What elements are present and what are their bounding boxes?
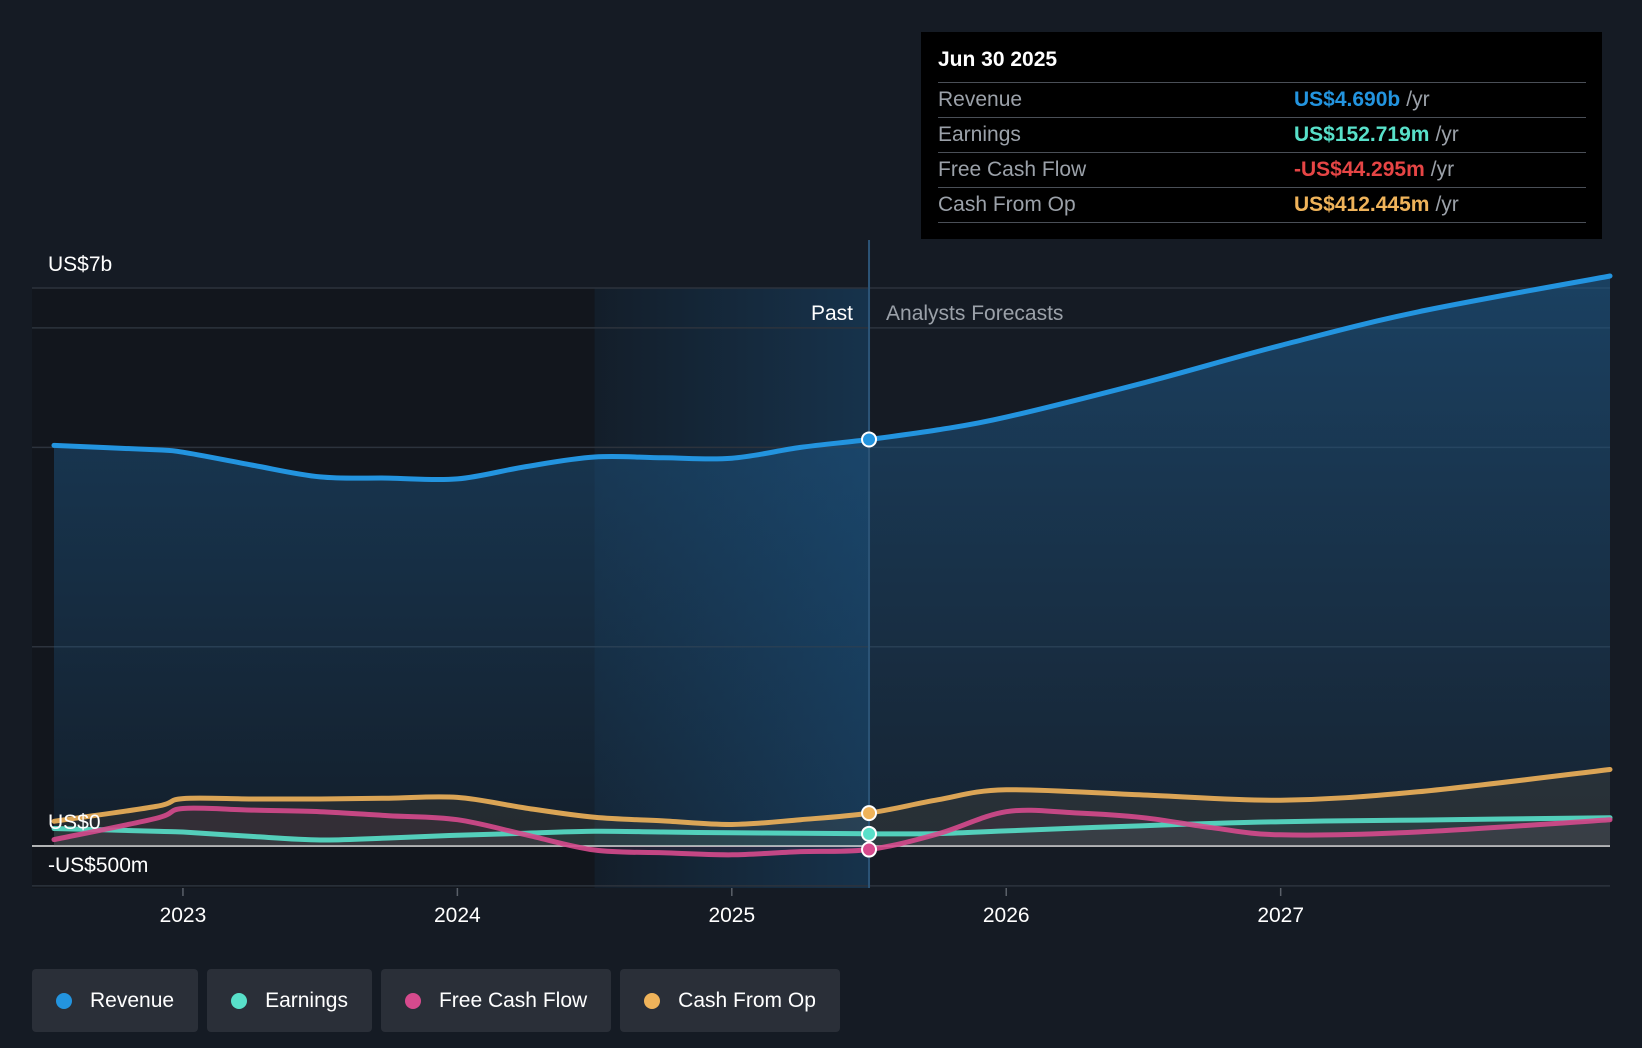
legend-dot-icon [56,992,72,1009]
tooltip-row-unit: /yr [1435,193,1459,216]
x-tick-label: 2025 [708,904,755,927]
free-cash-flow-line [51,805,1613,858]
tooltip-date: Jun 30 2025 [938,46,1586,83]
chart-canvas: US$7b US$0 -US$500m Past Analysts Foreca… [32,240,1613,927]
legend: Revenue Earnings Free Cash Flow Cash From O… [32,969,840,1032]
x-tick-label: 2024 [434,904,481,927]
revenue-marker [861,431,878,448]
tooltip-row-label: Free Cash Flow [938,158,1087,181]
y-label-zero: US$0 [48,811,101,834]
tooltip-row-label: Earnings [938,123,1021,146]
past-label: Past [811,302,853,325]
free-cash-flow-marker [861,841,878,858]
cash-from-op-marker [861,805,878,822]
tooltip-row-free-cash-flow: Free Cash Flow -US$44.295m/yr [938,153,1586,188]
x-tick-label: 2026 [983,904,1030,927]
tooltip: Jun 30 2025 Revenue US$4.690b/yr Earnings U… [921,32,1602,239]
legend-item-earnings[interactable]: Earnings [207,969,372,1032]
legend-label: Cash From Op [678,988,816,1012]
cash-from-op-line [51,767,1613,828]
y-label-bottom: -US$500m [48,854,148,877]
tooltip-row-earnings: Earnings US$152.719m/yr [938,118,1586,153]
tooltip-row-cash-from-op: Cash From Op US$412.445m/yr [938,188,1586,223]
series-lines [51,273,1613,858]
x-tick-label: 2027 [1257,904,1304,927]
revenue-area [53,276,1610,846]
revenue-line [51,273,1613,483]
forecast-label: Analysts Forecasts [886,302,1063,325]
x-tick-label: 2023 [160,904,207,927]
y-label-top: US$7b [48,253,112,276]
legend-dot-icon [404,992,421,1009]
legend-label: Free Cash Flow [438,988,588,1012]
earnings-marker [861,825,878,842]
tooltip-row-value: US$412.445m [1294,193,1430,216]
legend-item-cash-from-op[interactable]: Cash From Op [620,969,840,1032]
tooltip-row-label: Cash From Op [938,193,1076,216]
legend-dot-icon [644,992,661,1009]
legend-label: Earnings [265,988,348,1012]
hover-markers [861,431,878,858]
tooltip-rows: Revenue US$4.690b/yr Earnings US$152.719m/y… [938,83,1586,223]
legend-item-revenue[interactable]: Revenue [32,969,199,1032]
tooltip-row-revenue: Revenue US$4.690b/yr [938,83,1586,118]
tooltip-row-unit: /yr [1435,123,1459,146]
tooltip-row-value: US$4.690b [1294,88,1401,111]
tooltip-row-value: -US$44.295m [1294,158,1425,181]
tooltip-row-unit: /yr [1406,88,1430,111]
tooltip-row-value: US$152.719m [1294,123,1430,146]
tooltip-row-label: Revenue [938,88,1023,111]
legend-label: Revenue [90,988,175,1012]
legend-item-free-cash-flow[interactable]: Free Cash Flow [380,969,612,1032]
x-axis-ticks: 2023 2024 2025 2026 2027 [160,888,1304,927]
legend-dot-icon [231,992,248,1009]
tooltip-row-unit: /yr [1430,158,1455,181]
earnings-line [51,815,1613,843]
